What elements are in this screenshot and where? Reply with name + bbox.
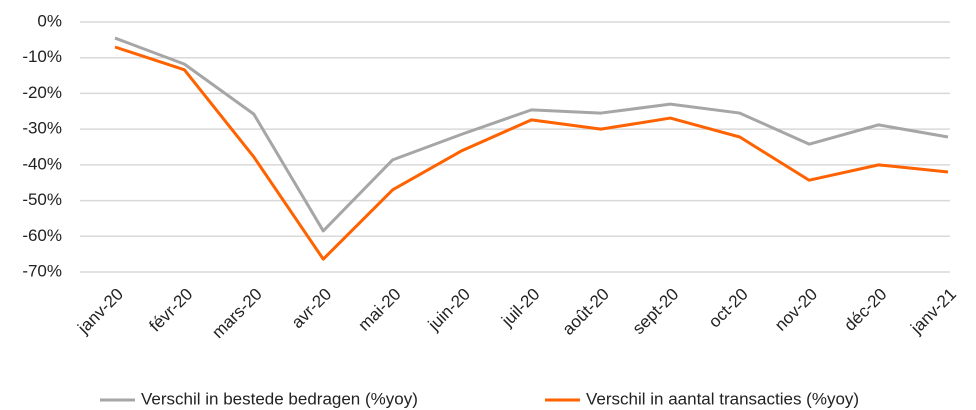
y-tick-label: -50% [22,190,62,209]
y-tick-label: -70% [22,261,62,280]
series-line [114,45,949,261]
x-tick-label: mars-20 [208,285,266,343]
y-tick-label: -10% [22,47,62,66]
legend-label: Verschil in aantal transacties (%yoy) [586,389,859,408]
x-tick-label: nov-20 [771,285,821,335]
y-tick-label: 0% [37,11,62,30]
x-tick-label: janv-20 [73,285,127,339]
x-tick-label: juil-20 [497,285,543,331]
y-tick-label: -20% [22,83,62,102]
series-line [114,36,949,233]
x-tick-label: sept-20 [629,285,683,339]
x-tick-label: déc-20 [840,285,890,335]
x-tick-label: janv-21 [906,285,960,339]
x-tick-label: oct-20 [705,285,752,332]
x-tick-label: févr-20 [146,285,197,336]
y-tick-label: -60% [22,226,62,245]
y-tick-label: -40% [22,154,62,173]
legend-label: Verschil in bestede bedragen (%yoy) [141,389,418,408]
x-tick-label: juin-20 [424,285,474,335]
x-tick-label: août-20 [559,285,613,339]
x-tick-label: avr-20 [288,285,336,333]
y-tick-label: -30% [22,119,62,138]
x-tick-label: mai-20 [354,285,404,335]
